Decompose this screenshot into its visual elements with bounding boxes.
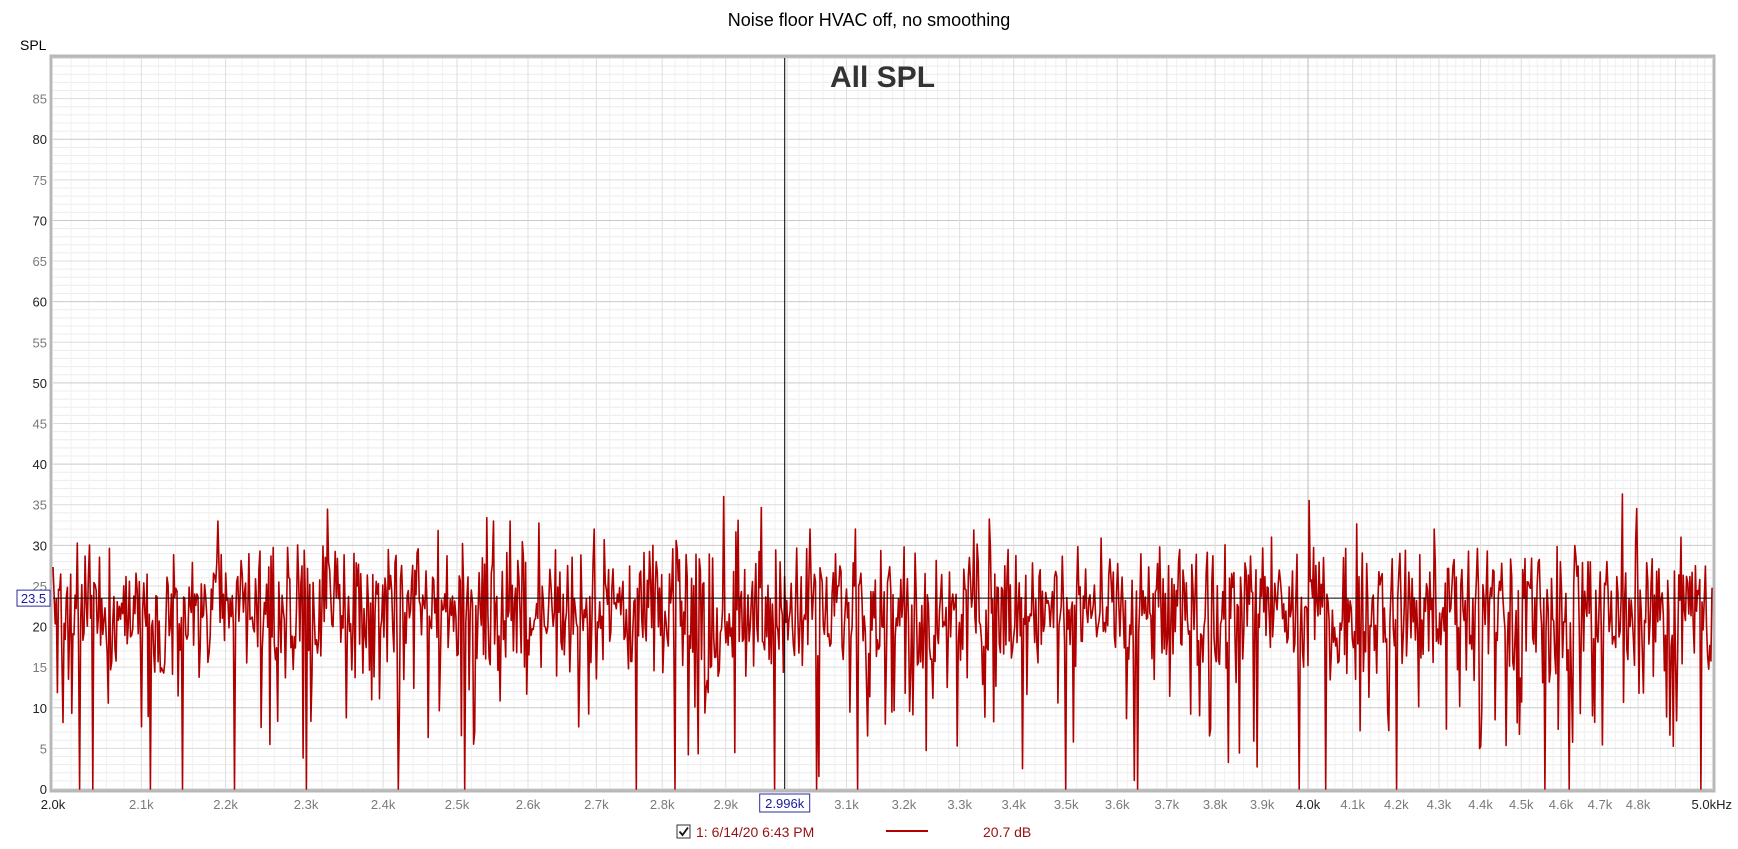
x-tick-label: 2.0k [41, 797, 66, 812]
x-tick-label: 3.5k [1054, 797, 1079, 812]
cursor[interactable]: 23.5 2.996k [16, 58, 1712, 813]
y-tick-label: 40 [33, 457, 47, 472]
y-tick-label: 50 [33, 376, 47, 391]
series-line [52, 493, 1713, 790]
x-tick-label: 2.2k [213, 797, 238, 812]
x-tick-label: 3.6k [1105, 797, 1130, 812]
y-tick-label: 15 [33, 660, 47, 675]
legend-checkbox[interactable] [676, 824, 691, 839]
y-tick-label: 35 [33, 498, 47, 513]
x-tick-label: 4.0k [1296, 797, 1321, 812]
legend-entry-label: 1: 6/14/20 6:43 PM [696, 824, 814, 840]
series-layer [52, 493, 1713, 790]
checkmark-icon [678, 826, 689, 837]
y-tick-label: 60 [33, 295, 47, 310]
y-tick-label: 20 [33, 620, 47, 635]
y-tick-label: 70 [33, 213, 47, 228]
y-tick-label: 85 [33, 92, 47, 107]
cursor-x-readout-box [759, 793, 811, 813]
x-tick-label: 2.8k [650, 797, 675, 812]
x-tick-labels: 2.0k 2.1k 2.2k 2.3k 2.4k 2.5k 2.6k 2.7k 2.8k 2.9k… [41, 797, 1732, 812]
x-tick-label: 2.5k [445, 797, 470, 812]
y-tick-label: 55 [33, 335, 47, 350]
y-tick-label: 10 [33, 701, 47, 716]
x-tick-label: 4.1k [1340, 797, 1365, 812]
x-tick-label: 3.3k [947, 797, 972, 812]
x-tick-label: 3.9k [1250, 797, 1275, 812]
x-tick-label: 4.8k [1626, 797, 1651, 812]
x-tick-label: 2.1k [129, 797, 154, 812]
major-grid [53, 57, 1712, 790]
x-tick-label: 3.2k [892, 797, 917, 812]
y-tick-label: 45 [33, 417, 47, 432]
x-tick-label: 4.5k [1509, 797, 1534, 812]
legend: 1: 6/14/20 6:43 PM 20.7 dB [676, 824, 1031, 840]
y-tick-label: 80 [33, 132, 47, 147]
x-tick-label: 4.6k [1549, 797, 1574, 812]
x-tick-label: 4.7k [1588, 797, 1613, 812]
x-tick-label: 2.4k [371, 797, 396, 812]
y-tick-label: 30 [33, 538, 47, 553]
overlay-label: All SPL [830, 61, 935, 94]
cursor-x-readout: 2.996k [765, 796, 805, 811]
chart-title: Noise floor HVAC off, no smoothing [728, 10, 1010, 30]
x-tick-label: 2.3k [294, 797, 319, 812]
x-tick-label: 3.8k [1203, 797, 1228, 812]
cursor-y-readout: 23.5 [21, 591, 46, 606]
x-tick-label: 4.4k [1468, 797, 1493, 812]
y-tick-label: 5 [40, 741, 47, 756]
x-tick-label: 5.0kHz [1692, 797, 1732, 812]
x-tick-label: 2.7k [584, 797, 609, 812]
x-tick-label: 4.2k [1384, 797, 1409, 812]
x-tick-label: 4.3k [1427, 797, 1452, 812]
x-tick-label: 2.9k [713, 797, 738, 812]
x-tick-label: 3.4k [1001, 797, 1026, 812]
x-tick-label: 3.1k [834, 797, 859, 812]
y-tick-label: 0 [40, 782, 47, 797]
legend-entry-value: 20.7 dB [983, 824, 1031, 840]
y-axis-label: SPL [20, 37, 47, 53]
cursor-y-readout-box [16, 589, 51, 607]
y-tick-label: 75 [33, 173, 47, 188]
x-tick-label: 3.7k [1155, 797, 1180, 812]
x-tick-label: 2.6k [516, 797, 541, 812]
y-tick-label: 65 [33, 254, 47, 269]
